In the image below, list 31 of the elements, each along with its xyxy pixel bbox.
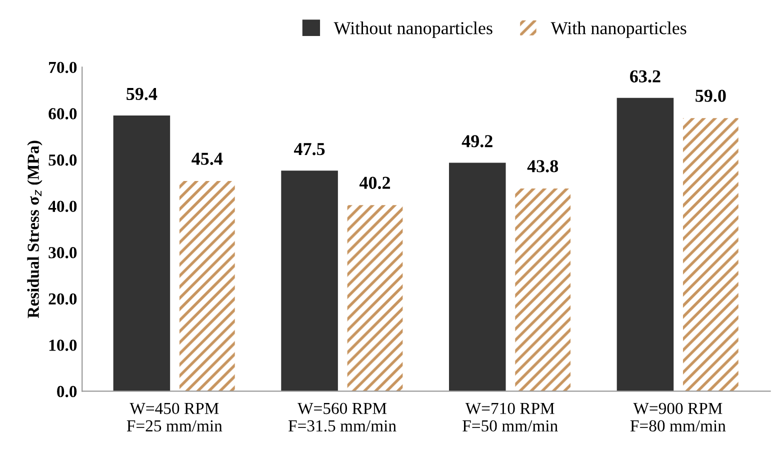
data-label: 63.2 xyxy=(630,70,660,83)
data-label: 40.2 xyxy=(359,176,390,190)
data-label: 59.4 xyxy=(126,88,158,100)
y-tick-label: 20.0 xyxy=(48,293,77,305)
y-tick-label: 10.0 xyxy=(49,340,77,351)
bar xyxy=(347,205,403,392)
bar xyxy=(682,118,738,392)
y-tick-label: 40.0 xyxy=(48,200,77,212)
x-tick-label: W=710 RPM F=50 mm/min xyxy=(462,402,558,432)
legend-label: Without nanoparticles xyxy=(334,22,492,38)
bar xyxy=(113,116,170,392)
legend-label: With nanoparticles xyxy=(550,22,686,38)
bar xyxy=(281,170,338,392)
y-tick-label: 60.0 xyxy=(48,108,77,120)
bar xyxy=(515,188,571,392)
x-tick-label: W=900 RPM F=80 mm/min xyxy=(630,402,726,432)
bar xyxy=(179,181,235,392)
x-tick-label: W=450 RPM F=25 mm/min xyxy=(126,402,222,432)
y-axis-title: Residual Stress σ$_{z}$ (MPa) xyxy=(27,140,42,318)
data-label: 49.2 xyxy=(462,135,492,148)
x-tick-label: W=560 RPM F=31.5 mm/min xyxy=(288,402,396,432)
data-label: 45.4 xyxy=(192,152,223,165)
data-label: 43.8 xyxy=(527,160,558,172)
y-tick-label: 50.0 xyxy=(48,154,77,166)
bar xyxy=(616,98,674,392)
data-label: 47.5 xyxy=(294,143,325,156)
y-tick-label: 70.0 xyxy=(49,62,77,74)
y-tick-label: 0.0 xyxy=(57,386,77,398)
bar xyxy=(448,162,506,392)
y-tick-label: 30.0 xyxy=(48,247,77,258)
data-label: 59.0 xyxy=(696,90,726,102)
